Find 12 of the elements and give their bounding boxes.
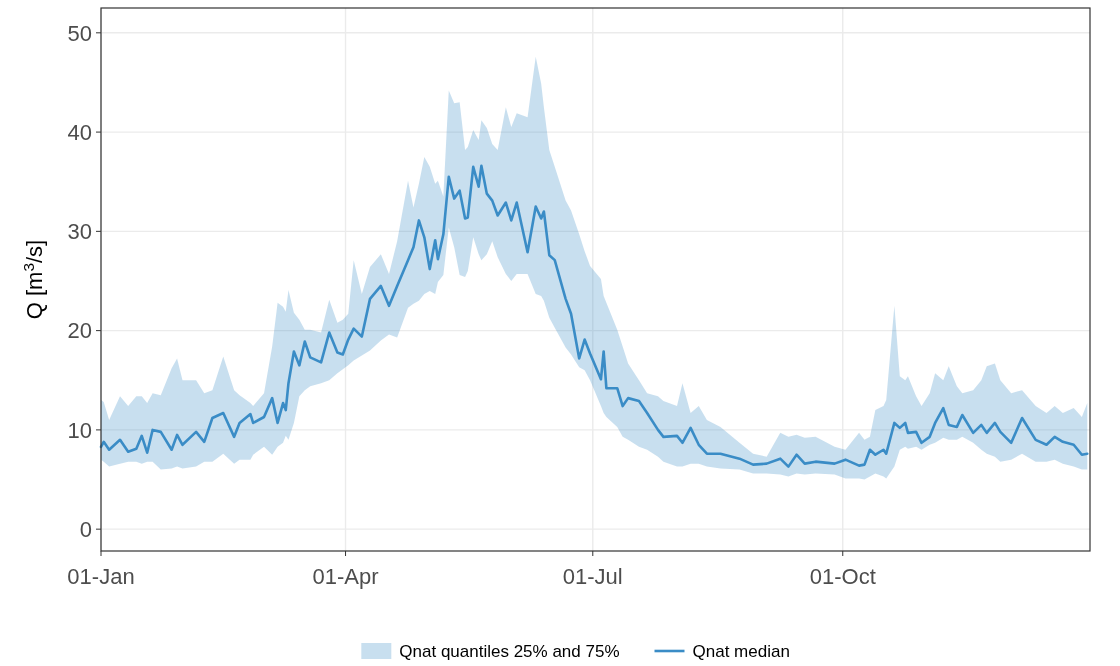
- x-tick-label: 01-Oct: [809, 564, 876, 589]
- y-tick-label: 10: [67, 417, 92, 443]
- x-tick-label: 01-Jul: [562, 564, 623, 589]
- y-tick-label: 20: [67, 318, 92, 344]
- x-tick-label: 01-Jan: [67, 564, 135, 589]
- y-tick-label: 30: [67, 219, 92, 245]
- text: Qnat quantiles 25% and 75%: [399, 641, 620, 661]
- legend-label: Qnat median: [692, 641, 790, 661]
- x-tick-label: 01-Apr: [312, 564, 379, 589]
- y-tick-label: 50: [67, 20, 92, 46]
- y-tick-label: 40: [67, 119, 92, 145]
- y-tick-label: 0: [79, 516, 92, 542]
